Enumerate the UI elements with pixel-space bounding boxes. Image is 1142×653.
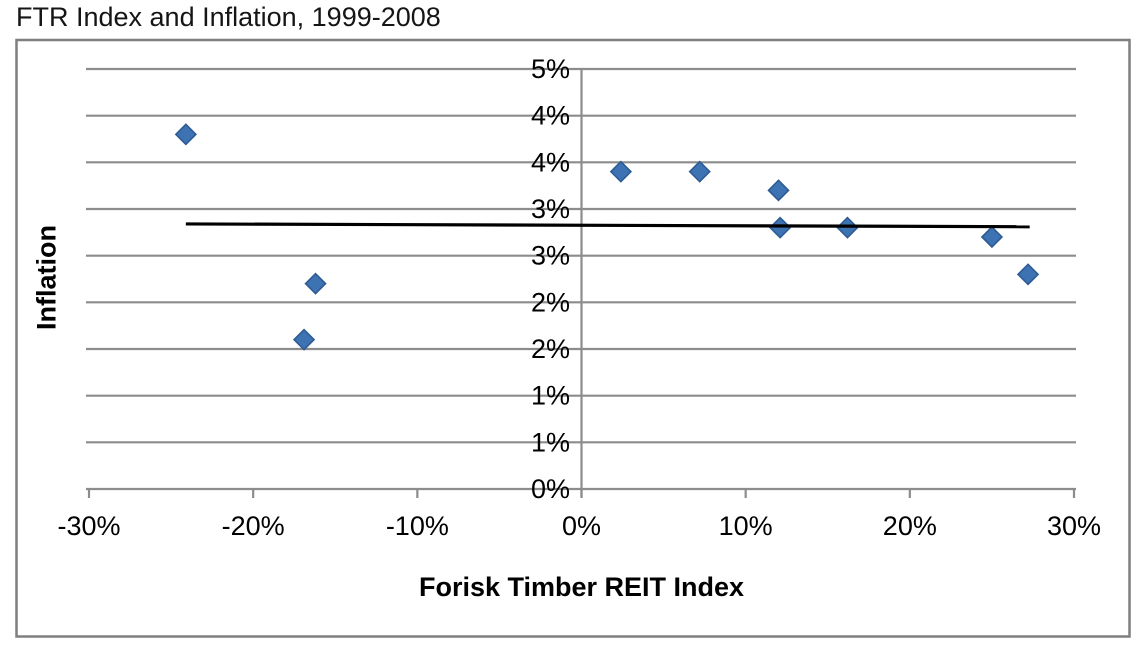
y-tick-label: 1% [531, 427, 570, 457]
data-point-diamond [174, 123, 197, 146]
data-point-diamond [688, 160, 711, 183]
x-tick-label: 0% [562, 511, 601, 541]
y-tick-label: 0% [531, 474, 570, 504]
data-point-diamond [1016, 263, 1040, 286]
x-tick-label: -20% [222, 511, 285, 541]
y-tick-label: 5% [531, 54, 570, 84]
y-axis-title: Inflation [31, 225, 62, 330]
data-point-diamond [769, 216, 792, 239]
data-point-diamond [304, 272, 327, 295]
data-point-diamond [767, 179, 790, 202]
chart-border [15, 38, 1131, 638]
y-tick-label: 3% [531, 194, 570, 224]
trend-line [185, 222, 1030, 229]
data-point-diamond [292, 328, 316, 351]
x-axis-title: Forisk Timber REIT Index [418, 572, 745, 602]
y-tick-label: 1% [531, 381, 570, 411]
x-tick-label: 10% [719, 511, 773, 541]
x-tick-label: 30% [1047, 511, 1101, 541]
y-tick-label: 4% [531, 101, 570, 131]
data-point-diamond [980, 225, 1004, 249]
y-tick-label: 2% [531, 334, 570, 364]
x-tick-label: -30% [57, 511, 120, 541]
x-tick-label: -10% [386, 511, 449, 541]
data-point-diamond [609, 160, 633, 183]
y-tick-label: 4% [531, 147, 570, 177]
x-tick-label: 20% [883, 511, 937, 541]
y-tick-label: 2% [531, 287, 570, 317]
y-tick-label: 3% [531, 241, 570, 271]
chart-title: FTR Index and Inflation, 1999-2008 [16, 2, 441, 32]
